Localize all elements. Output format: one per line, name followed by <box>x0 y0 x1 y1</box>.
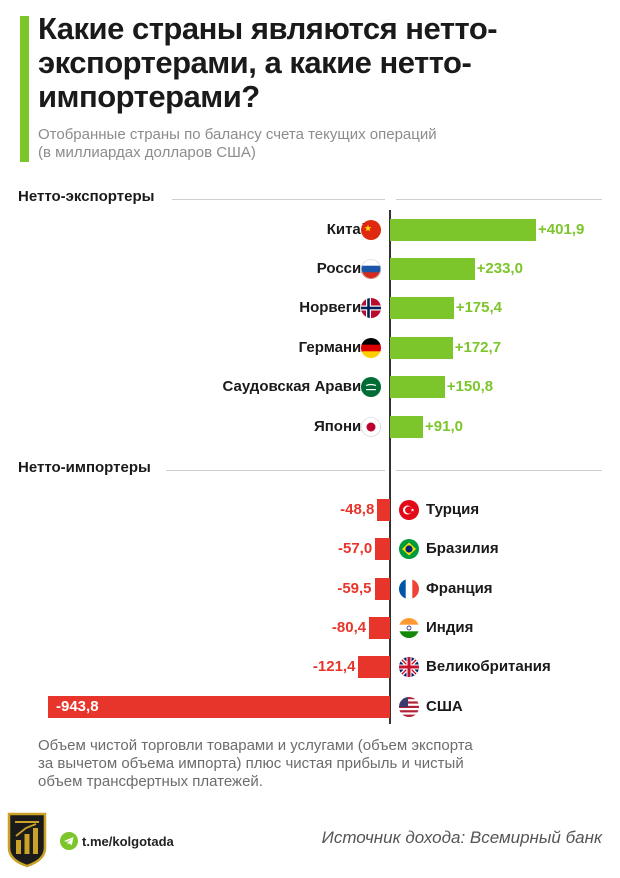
data-label: +150,8 <box>446 378 494 395</box>
country-label: Норвегия <box>299 299 370 316</box>
section-importers: Нетто-импортеры <box>18 459 151 476</box>
data-label: +401,9 <box>538 221 585 238</box>
data-label: +172,7 <box>454 339 502 356</box>
bar <box>390 376 445 398</box>
page-title: Какие страны являются нетто-экспортерами… <box>38 11 498 114</box>
country-label: Бразилия <box>426 540 499 557</box>
section-divider <box>172 199 385 200</box>
india-flag-icon <box>399 618 419 638</box>
usa-flag-icon <box>399 697 419 717</box>
country-label: Япония <box>313 418 370 435</box>
bar <box>48 696 390 718</box>
bar <box>390 337 453 359</box>
bar <box>390 219 536 241</box>
bar <box>377 499 390 521</box>
data-label: -48,8 <box>340 501 375 518</box>
norway-flag-icon <box>361 298 381 318</box>
japan-flag-icon <box>361 417 381 437</box>
china-flag-icon <box>361 220 381 240</box>
subtitle-line: Отобранные страны по балансу счета текущ… <box>38 126 437 143</box>
data-label: +233,0 <box>476 260 523 277</box>
telegram-link[interactable]: t.me/kolgotada <box>60 830 174 852</box>
data-label: -121,4 <box>312 658 356 675</box>
country-label: США <box>426 698 463 715</box>
bar <box>369 617 390 639</box>
bar <box>374 578 390 600</box>
footnote-line: объем трансфертных платежей. <box>38 773 263 790</box>
country-label: Франция <box>426 580 493 597</box>
bar <box>390 258 475 280</box>
data-label: -80,4 <box>331 619 367 636</box>
country-label: Индия <box>426 619 474 636</box>
saudi-arabia-flag-icon <box>361 377 381 397</box>
section-exporters: Нетто-экспортеры <box>18 188 155 205</box>
accent-bar <box>20 16 29 162</box>
section-divider <box>396 199 602 200</box>
data-label: -57,0 <box>337 540 373 557</box>
footnote-line: Объем чистой торговли товарами и услугам… <box>38 737 473 754</box>
subtitle-units: (в миллиардах долларов США) <box>38 144 256 161</box>
country-label: Великобритания <box>426 658 551 675</box>
bar <box>390 297 454 319</box>
country-label: Саудовская Аравия <box>222 378 370 395</box>
section-divider <box>396 470 602 471</box>
channel-logo <box>6 808 48 868</box>
country-label: Россия <box>316 260 370 277</box>
uk-flag-icon <box>399 657 419 677</box>
country-label: Германия <box>298 339 370 356</box>
country-label: Турция <box>426 501 480 518</box>
subtitle: Отобранные страны по балансу счета текущ… <box>38 126 598 162</box>
footnote-line: за вычетом объема импорта) плюс чистая п… <box>38 755 464 772</box>
country-label: Китай <box>326 221 370 238</box>
source-note: Источник дохода: Всемирный банк <box>321 828 602 847</box>
data-label: -943,8 <box>56 698 99 715</box>
france-flag-icon <box>399 579 419 599</box>
zero-axis <box>389 210 391 724</box>
turkey-flag-icon <box>399 500 419 520</box>
bar <box>390 416 424 438</box>
bar <box>358 656 390 678</box>
brazil-flag-icon <box>399 539 419 559</box>
section-divider <box>166 470 385 471</box>
footnote: Объем чистой торговли товарами и услугам… <box>38 737 558 791</box>
germany-flag-icon <box>361 338 381 358</box>
bar <box>375 538 390 560</box>
data-label: +91,0 <box>425 418 464 435</box>
russia-flag-icon <box>361 259 381 279</box>
data-label: +175,4 <box>455 299 502 316</box>
data-label: -59,5 <box>337 580 372 597</box>
telegram-handle: t.me/kolgotada <box>82 833 174 849</box>
telegram-icon <box>60 832 78 850</box>
